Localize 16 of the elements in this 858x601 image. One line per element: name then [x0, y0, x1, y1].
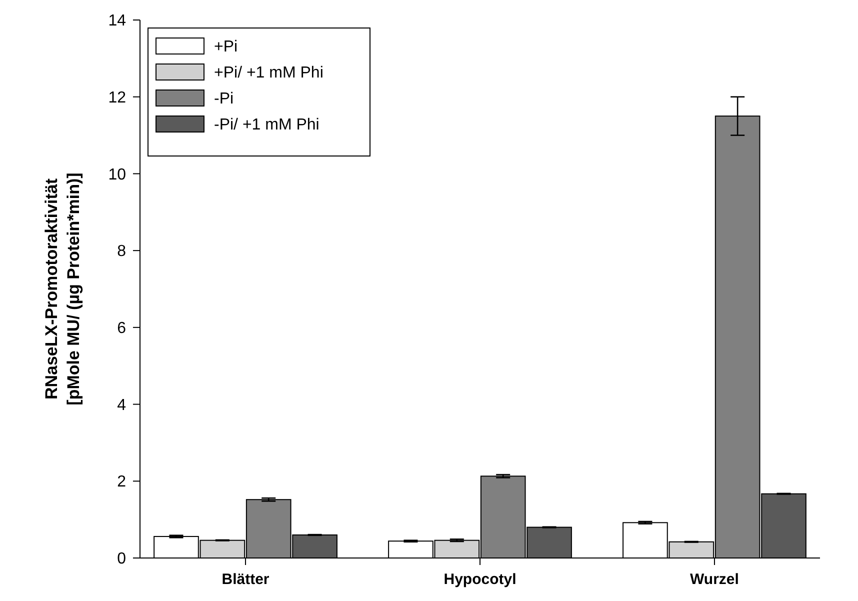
y-tick-label: 12: [108, 89, 126, 106]
legend-label: +Pi/ +1 mM Phi: [214, 64, 324, 82]
x-tick-label: Wurzel: [690, 571, 739, 588]
x-tick-label: Hypocotyl: [444, 571, 516, 588]
legend-label: +Pi: [214, 38, 238, 56]
legend-label: -Pi: [214, 90, 234, 108]
y-tick-label: 8: [117, 243, 126, 260]
y-axis-title: RNaseLX-Promotoraktivität [pMole MU/ (µg Protein*min)]: [42, 172, 83, 406]
y-tick-label: 6: [117, 320, 126, 338]
y-tick-label: 2: [117, 474, 126, 491]
legend-label: -Pi/ +1 mM Phi: [214, 116, 320, 134]
y-tick-label: 0: [117, 550, 126, 568]
y-tick-label: 10: [108, 166, 126, 184]
y-tick-label: 14: [108, 12, 126, 30]
y-tick-label: 4: [117, 396, 126, 414]
x-tick-label: Blätter: [222, 571, 270, 588]
